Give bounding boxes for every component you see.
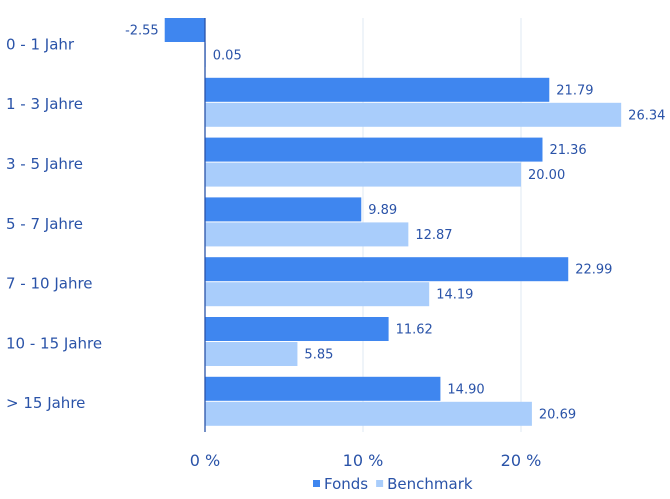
category-label: 7 - 10 Jahre xyxy=(6,275,93,293)
bar-benchmark xyxy=(205,342,298,366)
value-label: 12.87 xyxy=(415,228,452,243)
bar-benchmark xyxy=(205,222,409,247)
value-label: 0.05 xyxy=(213,49,242,64)
bar-benchmark xyxy=(205,282,430,307)
labels-layer: 0 - 1 Jahr -2.55 0.05 1 - 3 Jahre 21.79 26.34… xyxy=(6,24,665,423)
value-label: 21.36 xyxy=(549,143,586,158)
value-label: 5.85 xyxy=(304,348,333,363)
x-tick-label: 20 % xyxy=(501,451,542,470)
x-tick-label: 0 % xyxy=(190,451,220,470)
bar-fonds xyxy=(205,376,441,401)
x-axis-ticks: 0 % 10 % 20 % xyxy=(190,451,542,470)
value-label: 20.00 xyxy=(528,168,565,183)
value-label: 21.79 xyxy=(556,83,593,98)
category-label: 3 - 5 Jahre xyxy=(6,155,83,173)
category-label: 10 - 15 Jahre xyxy=(6,334,102,352)
bar-fonds xyxy=(205,317,389,341)
value-label: 11.62 xyxy=(396,323,433,338)
value-label: -2.55 xyxy=(125,24,159,39)
value-label: 22.99 xyxy=(575,263,612,278)
value-label: 9.89 xyxy=(368,203,397,218)
value-label: 14.90 xyxy=(447,382,484,397)
bar-benchmark xyxy=(205,162,521,187)
category-label: 0 - 1 Jahr xyxy=(6,35,75,53)
x-tick-label: 10 % xyxy=(343,451,384,470)
legend-label: Benchmark xyxy=(387,475,473,493)
bar-benchmark xyxy=(205,102,622,127)
bars-layer xyxy=(164,18,622,426)
bar-fonds xyxy=(205,197,362,222)
bar-fonds xyxy=(205,137,543,162)
legend-label: Fonds xyxy=(324,475,368,493)
legend-swatch-benchmark xyxy=(376,480,384,487)
legend-swatch-fonds xyxy=(313,480,320,487)
value-label: 26.34 xyxy=(628,108,665,123)
bar-benchmark xyxy=(205,401,532,426)
category-label: > 15 Jahre xyxy=(6,394,85,412)
category-label: 5 - 7 Jahre xyxy=(6,215,83,233)
value-label: 14.19 xyxy=(436,288,473,303)
value-label: 20.69 xyxy=(539,407,576,422)
bar-fonds xyxy=(205,257,569,282)
bar-fonds xyxy=(164,18,205,42)
legend: Fonds Benchmark xyxy=(313,475,473,493)
bar-fonds xyxy=(205,77,550,102)
category-label: 1 - 3 Jahre xyxy=(6,95,83,113)
